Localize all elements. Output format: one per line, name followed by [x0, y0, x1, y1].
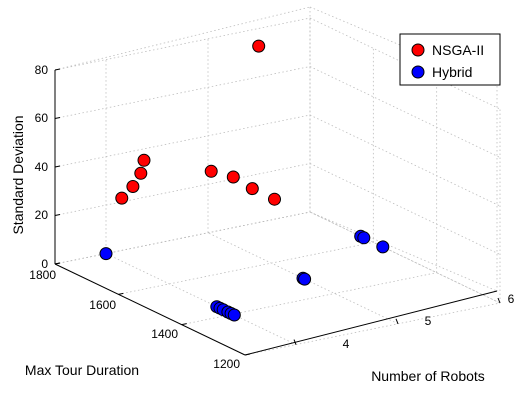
legend-label: Hybrid — [432, 64, 472, 80]
nsga-ii-point — [126, 180, 140, 193]
wall-grid-line — [309, 114, 501, 207]
x-tick-labels: 4 5 6 — [343, 292, 515, 351]
y-tick-label: 1400 — [151, 327, 178, 341]
z-tick — [54, 117, 61, 119]
legend: NSGA-II Hybrid — [399, 33, 501, 86]
z-tick-label: 40 — [35, 160, 49, 174]
x-tick-label: 6 — [508, 292, 515, 306]
y-axis-label: Max Tour Duration — [25, 362, 139, 378]
z-tick — [54, 68, 61, 71]
z-tick — [54, 262, 61, 265]
wall-grid-line — [54, 114, 311, 168]
nsga-ii-point — [252, 39, 266, 53]
nsga-ii-point — [134, 166, 148, 180]
nsga-ii-point — [115, 191, 129, 205]
hybrid-point — [227, 308, 241, 322]
wall-grid-line — [309, 66, 501, 158]
x-tick-label: 5 — [425, 314, 432, 328]
y-tick-label: 1800 — [29, 268, 56, 282]
z-axis-label: Standard Deviation — [10, 115, 26, 234]
wall-grid-line — [309, 211, 501, 304]
hybrid-point — [298, 272, 312, 286]
data-points — [99, 39, 390, 322]
legend-marker — [411, 65, 425, 79]
nsga-ii-point — [245, 182, 259, 196]
wall-grid-line — [54, 66, 311, 119]
x-axis-line — [244, 290, 498, 356]
z-tick — [54, 214, 61, 216]
wall-grid-line — [54, 211, 311, 265]
legend-label: NSGA-II — [432, 42, 484, 58]
nsga-ii-point — [137, 153, 151, 167]
wall-grid-line — [309, 163, 501, 255]
wall-grid-line — [54, 163, 311, 216]
x-tick — [293, 339, 297, 345]
z-tick-labels: 0 20 40 60 80 — [35, 63, 49, 271]
x-tick-label: 4 — [343, 337, 350, 351]
floor-grid-line — [181, 272, 437, 326]
nsga-ii-point — [226, 170, 240, 184]
hybrid-point — [357, 231, 371, 245]
axis-box — [54, 70, 498, 356]
y-tick — [118, 292, 124, 295]
z-tick-label: 0 — [41, 257, 48, 271]
floor-grid-line — [244, 302, 501, 356]
y-tick-labels: 1200 1400 1600 1800 — [29, 268, 240, 371]
y-axis-line — [54, 263, 246, 356]
x-tick — [497, 297, 501, 304]
wall-grid-line — [54, 17, 311, 71]
floor-grid-line — [118, 241, 374, 295]
floor-grid-line — [105, 253, 297, 345]
y-tick-label: 1600 — [89, 298, 116, 312]
nsga-ii-point — [204, 164, 218, 178]
z-tick-label: 60 — [35, 111, 49, 125]
z-tick-label: 20 — [35, 208, 49, 222]
z-tick — [54, 165, 61, 168]
x-axis-label: Number of Robots — [371, 368, 485, 384]
nsga-ii-point — [268, 192, 281, 206]
y-tick — [244, 353, 251, 356]
axis-ticks — [54, 68, 501, 356]
hybrid-point — [376, 240, 390, 254]
y-tick — [181, 323, 187, 326]
legend-marker — [411, 43, 425, 57]
z-tick-label: 80 — [35, 63, 49, 77]
y-tick-label: 1200 — [213, 357, 240, 371]
x-tick — [395, 318, 399, 324]
hybrid-point — [99, 247, 113, 261]
